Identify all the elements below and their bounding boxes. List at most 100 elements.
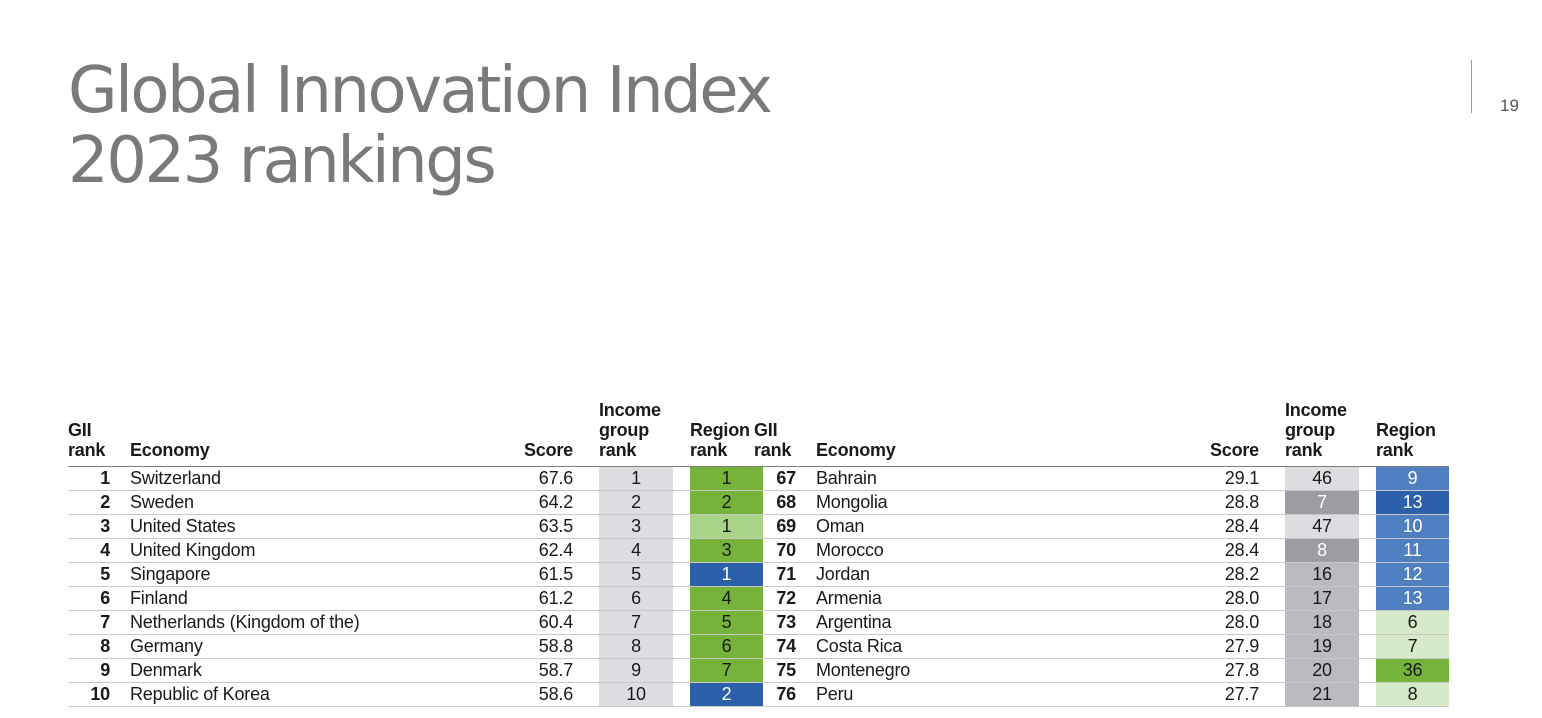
header-gii-rank: GII rank	[68, 420, 106, 460]
spacer-cell	[579, 682, 599, 707]
score-cell: 27.7	[1150, 682, 1265, 707]
economy-cell: Finland	[120, 586, 464, 611]
region-rank-cell: 10	[1376, 514, 1449, 539]
table-row: 7 Netherlands (Kingdom of the) 60.4 7 5	[68, 610, 763, 635]
economy-cell: Montenegro	[806, 658, 1150, 683]
spacer-cell	[673, 538, 690, 563]
economy-cell: Germany	[120, 634, 464, 659]
spacer-cell	[1359, 634, 1376, 659]
income-group-rank-cell: 3	[599, 514, 673, 539]
income-group-rank-cell: 19	[1285, 634, 1359, 659]
spacer-cell	[673, 682, 690, 707]
table-row: 67 Bahrain 29.1 46 9	[754, 466, 1449, 491]
gii-rank-cell: 75	[754, 658, 806, 683]
region-rank-cell: 13	[1376, 586, 1449, 611]
table-row: 75 Montenegro 27.8 20 36	[754, 658, 1449, 683]
table-header-row: GII rank Economy Score Income group rank Re…	[754, 400, 1449, 467]
table-row: 76 Peru 27.7 21 8	[754, 682, 1449, 707]
score-cell: 58.8	[464, 634, 579, 659]
header-region-rank: Region rank	[690, 420, 750, 460]
score-cell: 62.4	[464, 538, 579, 563]
rankings-table-left: GII rank Economy Score Income group rank Re…	[68, 400, 763, 707]
region-rank-cell: 12	[1376, 562, 1449, 587]
spacer-cell	[1359, 466, 1376, 491]
spacer-cell	[673, 562, 690, 587]
spacer-cell	[1265, 658, 1285, 683]
region-rank-cell: 11	[1376, 538, 1449, 563]
gii-rank-cell: 8	[68, 634, 120, 659]
gii-rank-cell: 5	[68, 562, 120, 587]
spacer-cell	[1359, 514, 1376, 539]
economy-cell: United Kingdom	[120, 538, 464, 563]
spacer-cell	[673, 514, 690, 539]
economy-cell: Jordan	[806, 562, 1150, 587]
region-rank-cell: 2	[690, 490, 763, 515]
header-score: Score	[1209, 440, 1259, 460]
income-group-rank-cell: 21	[1285, 682, 1359, 707]
region-rank-cell: 13	[1376, 490, 1449, 515]
score-cell: 28.4	[1150, 514, 1265, 539]
score-cell: 28.8	[1150, 490, 1265, 515]
table-header-row: GII rank Economy Score Income group rank Re…	[68, 400, 763, 467]
spacer-cell	[673, 466, 690, 491]
spacer-cell	[1359, 538, 1376, 563]
header-region-rank: Region rank	[1376, 420, 1436, 460]
income-group-rank-cell: 20	[1285, 658, 1359, 683]
score-cell: 28.2	[1150, 562, 1265, 587]
score-cell: 63.5	[464, 514, 579, 539]
region-rank-cell: 36	[1376, 658, 1449, 683]
header-economy: Economy	[816, 440, 896, 460]
region-rank-cell: 1	[690, 466, 763, 491]
income-group-rank-cell: 2	[599, 490, 673, 515]
income-group-rank-cell: 1	[599, 466, 673, 491]
header-economy: Economy	[130, 440, 210, 460]
region-rank-cell: 1	[690, 514, 763, 539]
score-cell: 27.9	[1150, 634, 1265, 659]
region-rank-cell: 7	[1376, 634, 1449, 659]
economy-cell: Argentina	[806, 610, 1150, 635]
gii-rank-cell: 76	[754, 682, 806, 707]
spacer-cell	[579, 490, 599, 515]
score-cell: 67.6	[464, 466, 579, 491]
header-income-group-rank: Income group rank	[1285, 400, 1347, 460]
income-group-rank-cell: 8	[599, 634, 673, 659]
income-group-rank-cell: 10	[599, 682, 673, 707]
score-cell: 58.6	[464, 682, 579, 707]
score-cell: 61.5	[464, 562, 579, 587]
economy-cell: United States	[120, 514, 464, 539]
gii-rank-cell: 70	[754, 538, 806, 563]
region-rank-cell: 2	[690, 682, 763, 707]
spacer-cell	[1265, 586, 1285, 611]
gii-rank-cell: 4	[68, 538, 120, 563]
header-score: Score	[523, 440, 573, 460]
table-row: 5 Singapore 61.5 5 1	[68, 562, 763, 587]
table-row: 6 Finland 61.2 6 4	[68, 586, 763, 611]
table-row: 69 Oman 28.4 47 10	[754, 514, 1449, 539]
gii-rank-cell: 6	[68, 586, 120, 611]
spacer-cell	[673, 658, 690, 683]
spacer-cell	[1265, 514, 1285, 539]
header-gii-rank: GII rank	[754, 420, 792, 460]
spacer-cell	[579, 610, 599, 635]
table-row: 4 United Kingdom 62.4 4 3	[68, 538, 763, 563]
page-number: 19	[1500, 96, 1519, 115]
spacer-cell	[673, 634, 690, 659]
score-cell: 61.2	[464, 586, 579, 611]
region-rank-cell: 8	[1376, 682, 1449, 707]
region-rank-cell: 6	[1376, 610, 1449, 635]
table-row: 8 Germany 58.8 8 6	[68, 634, 763, 659]
score-cell: 28.0	[1150, 586, 1265, 611]
spacer-cell	[1265, 538, 1285, 563]
table-row: 10 Republic of Korea 58.6 10 2	[68, 682, 763, 707]
economy-cell: Morocco	[806, 538, 1150, 563]
gii-rank-cell: 9	[68, 658, 120, 683]
table-row: 72 Armenia 28.0 17 13	[754, 586, 1449, 611]
gii-rank-cell: 2	[68, 490, 120, 515]
income-group-rank-cell: 9	[599, 658, 673, 683]
region-rank-cell: 7	[690, 658, 763, 683]
table-row: 70 Morocco 28.4 8 11	[754, 538, 1449, 563]
gii-rank-cell: 3	[68, 514, 120, 539]
score-cell: 29.1	[1150, 466, 1265, 491]
economy-cell: Armenia	[806, 586, 1150, 611]
